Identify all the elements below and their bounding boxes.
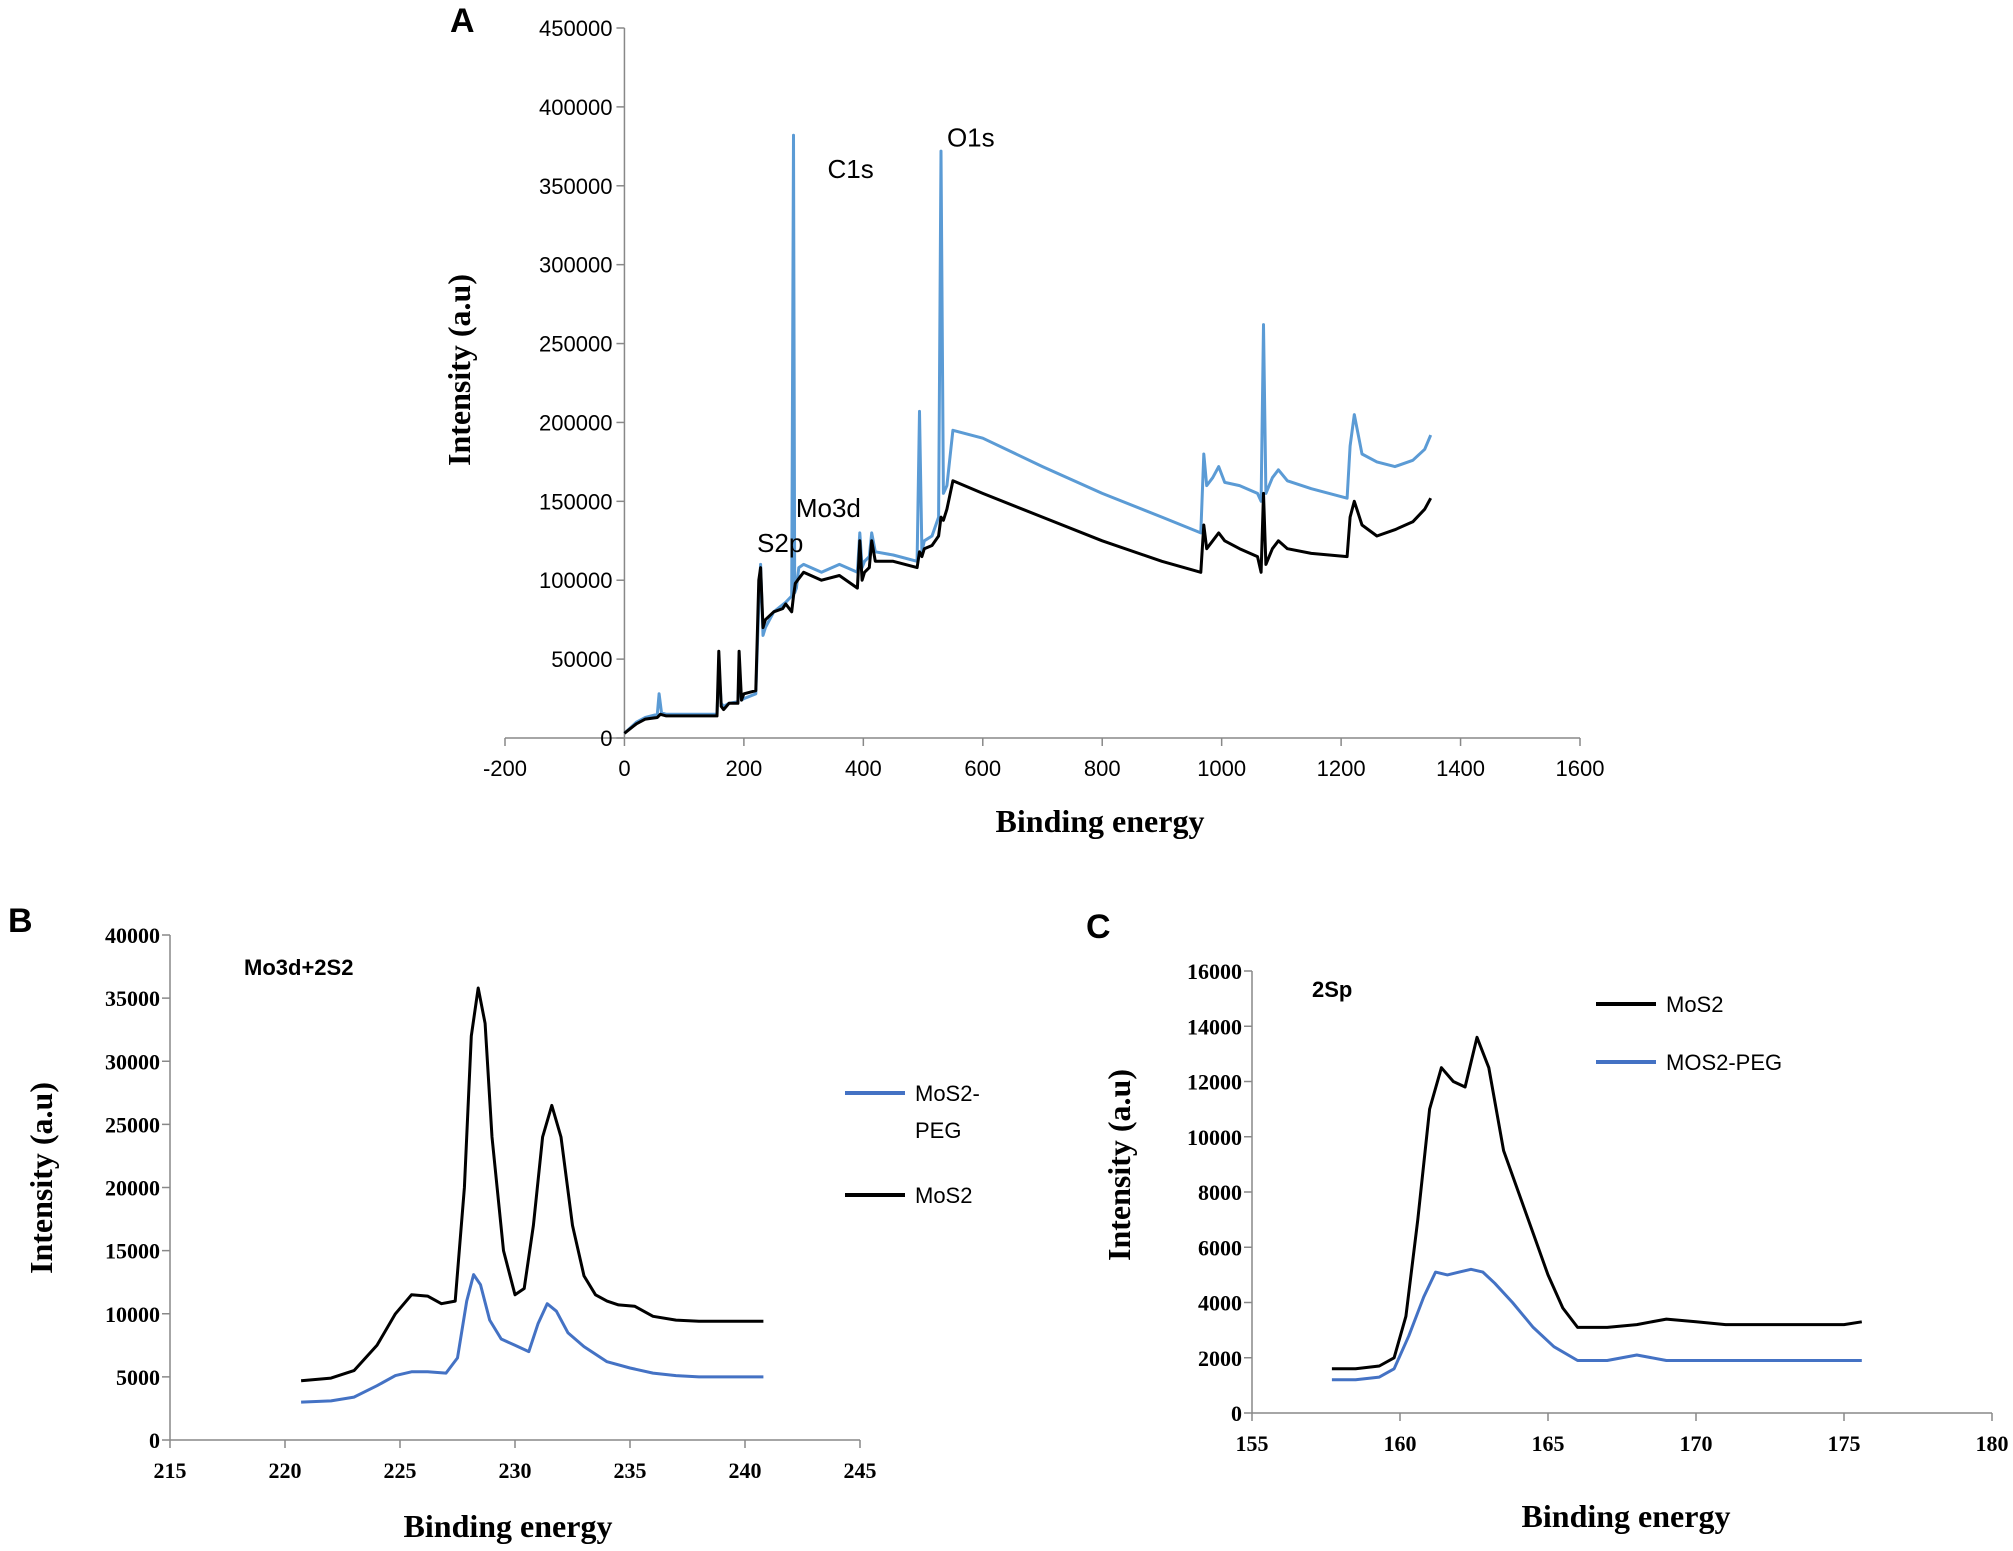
peak-label-s2p: S2p [757, 528, 803, 558]
panel-b-title: Mo3d+2S2 [244, 955, 353, 980]
x-tick-label: 230 [499, 1458, 532, 1483]
x-tick-label: 235 [614, 1458, 647, 1483]
legend-label-mos2-peg-line1: MoS2- [915, 1081, 980, 1106]
y-tick-label: 4000 [1198, 1291, 1242, 1316]
x-tick-label: 1400 [1436, 756, 1485, 781]
x-tick-label: 0 [618, 756, 630, 781]
panel-c-legend: MoS2 MOS2-PEG [1596, 992, 1782, 1075]
y-tick-label: 300000 [539, 253, 612, 278]
y-tick-label: 35000 [105, 986, 160, 1011]
y-tick-label: 200000 [539, 410, 612, 435]
panel-a-x-label: Binding energy [996, 803, 1205, 839]
x-tick-label: 1600 [1556, 756, 1605, 781]
x-tick-label: 200 [726, 756, 763, 781]
y-tick-label: 15000 [105, 1239, 160, 1264]
y-tick-label: 25000 [105, 1112, 160, 1137]
x-tick-label: 400 [845, 756, 882, 781]
x-tick-label: 240 [729, 1458, 762, 1483]
legend-label-mos2: MoS2 [915, 1183, 972, 1208]
series-line-mos2 [1331, 1035, 1863, 1371]
x-tick-label: -200 [483, 756, 527, 781]
y-tick-label: 5000 [116, 1365, 160, 1390]
y-tick-label: 8000 [1198, 1180, 1242, 1205]
panel-c-letter: C [1086, 908, 1111, 946]
panel-c-axes: 0 2000 4000 6000 8000 10000 12000 14000 16000 155… [1187, 959, 2009, 1456]
y-tick-label: 30000 [105, 1049, 160, 1074]
panel-c-series [1331, 1035, 1863, 1382]
y-tick-label: 450000 [539, 16, 612, 41]
peak-label-mo3d: Mo3d [796, 493, 861, 523]
series-line-mos2-peg [1331, 1267, 1862, 1382]
y-tick-label: 0 [1231, 1401, 1242, 1426]
panel-c-y-label: Intensity (a.u) [1101, 1069, 1137, 1261]
y-tick-label: 14000 [1187, 1014, 1242, 1039]
x-tick-label: 180 [1976, 1431, 2009, 1456]
panel-b-series [300, 986, 764, 1404]
x-tick-label: 225 [384, 1458, 417, 1483]
legend-label-mos2-peg-line2: PEG [915, 1118, 961, 1143]
peak-label-o1s: O1s [947, 122, 995, 152]
panel-a-annotations: S2p Mo3d C1s O1s [757, 122, 995, 557]
y-tick-label: 50000 [551, 647, 612, 672]
y-tick-label: 400000 [539, 95, 612, 120]
y-tick-label: 0 [149, 1428, 160, 1453]
x-tick-label: 800 [1084, 756, 1121, 781]
peak-label-c1s: C1s [828, 154, 874, 184]
x-tick-label: 1000 [1197, 756, 1246, 781]
series-line-black [623, 479, 1433, 735]
y-tick-label: 150000 [539, 489, 612, 514]
y-tick-label: 10000 [1187, 1125, 1242, 1150]
series-line-mos2 [300, 986, 764, 1383]
x-tick-label: 220 [269, 1458, 302, 1483]
panel-b-axes: 0 5000 10000 15000 20000 25000 30000 35000 40000… [105, 923, 877, 1483]
x-tick-label: 160 [1384, 1431, 1417, 1456]
x-tick-label: 165 [1532, 1431, 1565, 1456]
y-tick-label: 40000 [105, 923, 160, 948]
panel-c: C 2Sp 0 2000 4000 6000 8000 10000 12000 14000 16… [1086, 908, 2009, 1534]
y-tick-label: 250000 [539, 332, 612, 357]
y-tick-label: 16000 [1187, 959, 1242, 984]
x-tick-label: 1200 [1317, 756, 1366, 781]
panel-b-y-label: Intensity (a.u) [23, 1082, 59, 1274]
y-tick-label: 100000 [539, 568, 612, 593]
legend-label-mos2-peg: MOS2-PEG [1666, 1050, 1782, 1075]
x-tick-label: 175 [1828, 1431, 1861, 1456]
panel-b: B Mo3d+2S2 0 5000 10000 15000 20000 25000 3000… [8, 902, 980, 1544]
panel-a-letter: A [450, 2, 475, 40]
y-tick-label: 0 [600, 726, 612, 751]
series-line-blue [623, 133, 1433, 735]
panel-b-legend: MoS2- PEG MoS2 [845, 1081, 980, 1208]
panel-a: A 0 50000 100000 150000 200000 250000 300000 35… [441, 2, 1604, 839]
panel-a-y-label: Intensity (a.u) [441, 274, 477, 466]
x-tick-label: 245 [844, 1458, 877, 1483]
x-tick-label: 600 [964, 756, 1001, 781]
y-tick-label: 20000 [105, 1176, 160, 1201]
y-tick-label: 12000 [1187, 1070, 1242, 1095]
x-tick-label: 155 [1236, 1431, 1269, 1456]
panel-b-x-label: Binding energy [404, 1508, 613, 1544]
legend-label-mos2: MoS2 [1666, 992, 1723, 1017]
panel-a-series [623, 133, 1433, 735]
panel-c-title: 2Sp [1312, 977, 1352, 1002]
panel-b-letter: B [8, 902, 33, 940]
panel-c-x-label: Binding energy [1522, 1498, 1731, 1534]
series-line-mos2-peg [301, 1273, 764, 1404]
y-tick-label: 2000 [1198, 1346, 1242, 1371]
x-tick-label: 215 [154, 1458, 187, 1483]
y-tick-label: 350000 [539, 174, 612, 199]
x-tick-label: 170 [1680, 1431, 1713, 1456]
y-tick-label: 6000 [1198, 1235, 1242, 1260]
panel-a-axes: 0 50000 100000 150000 200000 250000 300000 3500… [483, 16, 1605, 781]
y-tick-label: 10000 [105, 1302, 160, 1327]
